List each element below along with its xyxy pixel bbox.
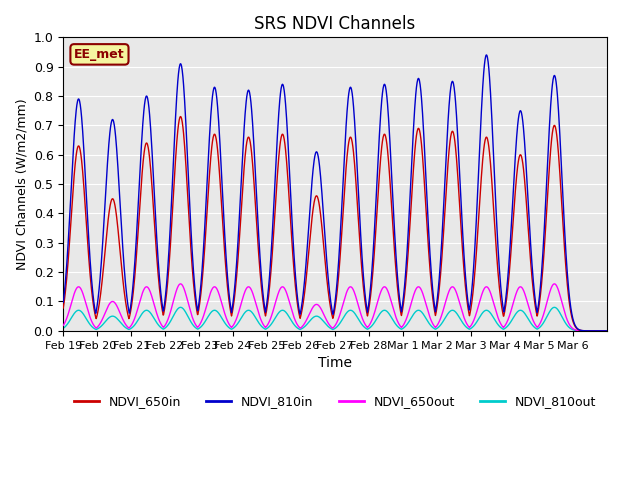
X-axis label: Time: Time bbox=[318, 356, 352, 370]
Y-axis label: NDVI Channels (W/m2/mm): NDVI Channels (W/m2/mm) bbox=[15, 98, 28, 270]
Legend: NDVI_650in, NDVI_810in, NDVI_650out, NDVI_810out: NDVI_650in, NDVI_810in, NDVI_650out, NDV… bbox=[68, 390, 601, 413]
Text: EE_met: EE_met bbox=[74, 48, 125, 61]
Title: SRS NDVI Channels: SRS NDVI Channels bbox=[254, 15, 415, 33]
